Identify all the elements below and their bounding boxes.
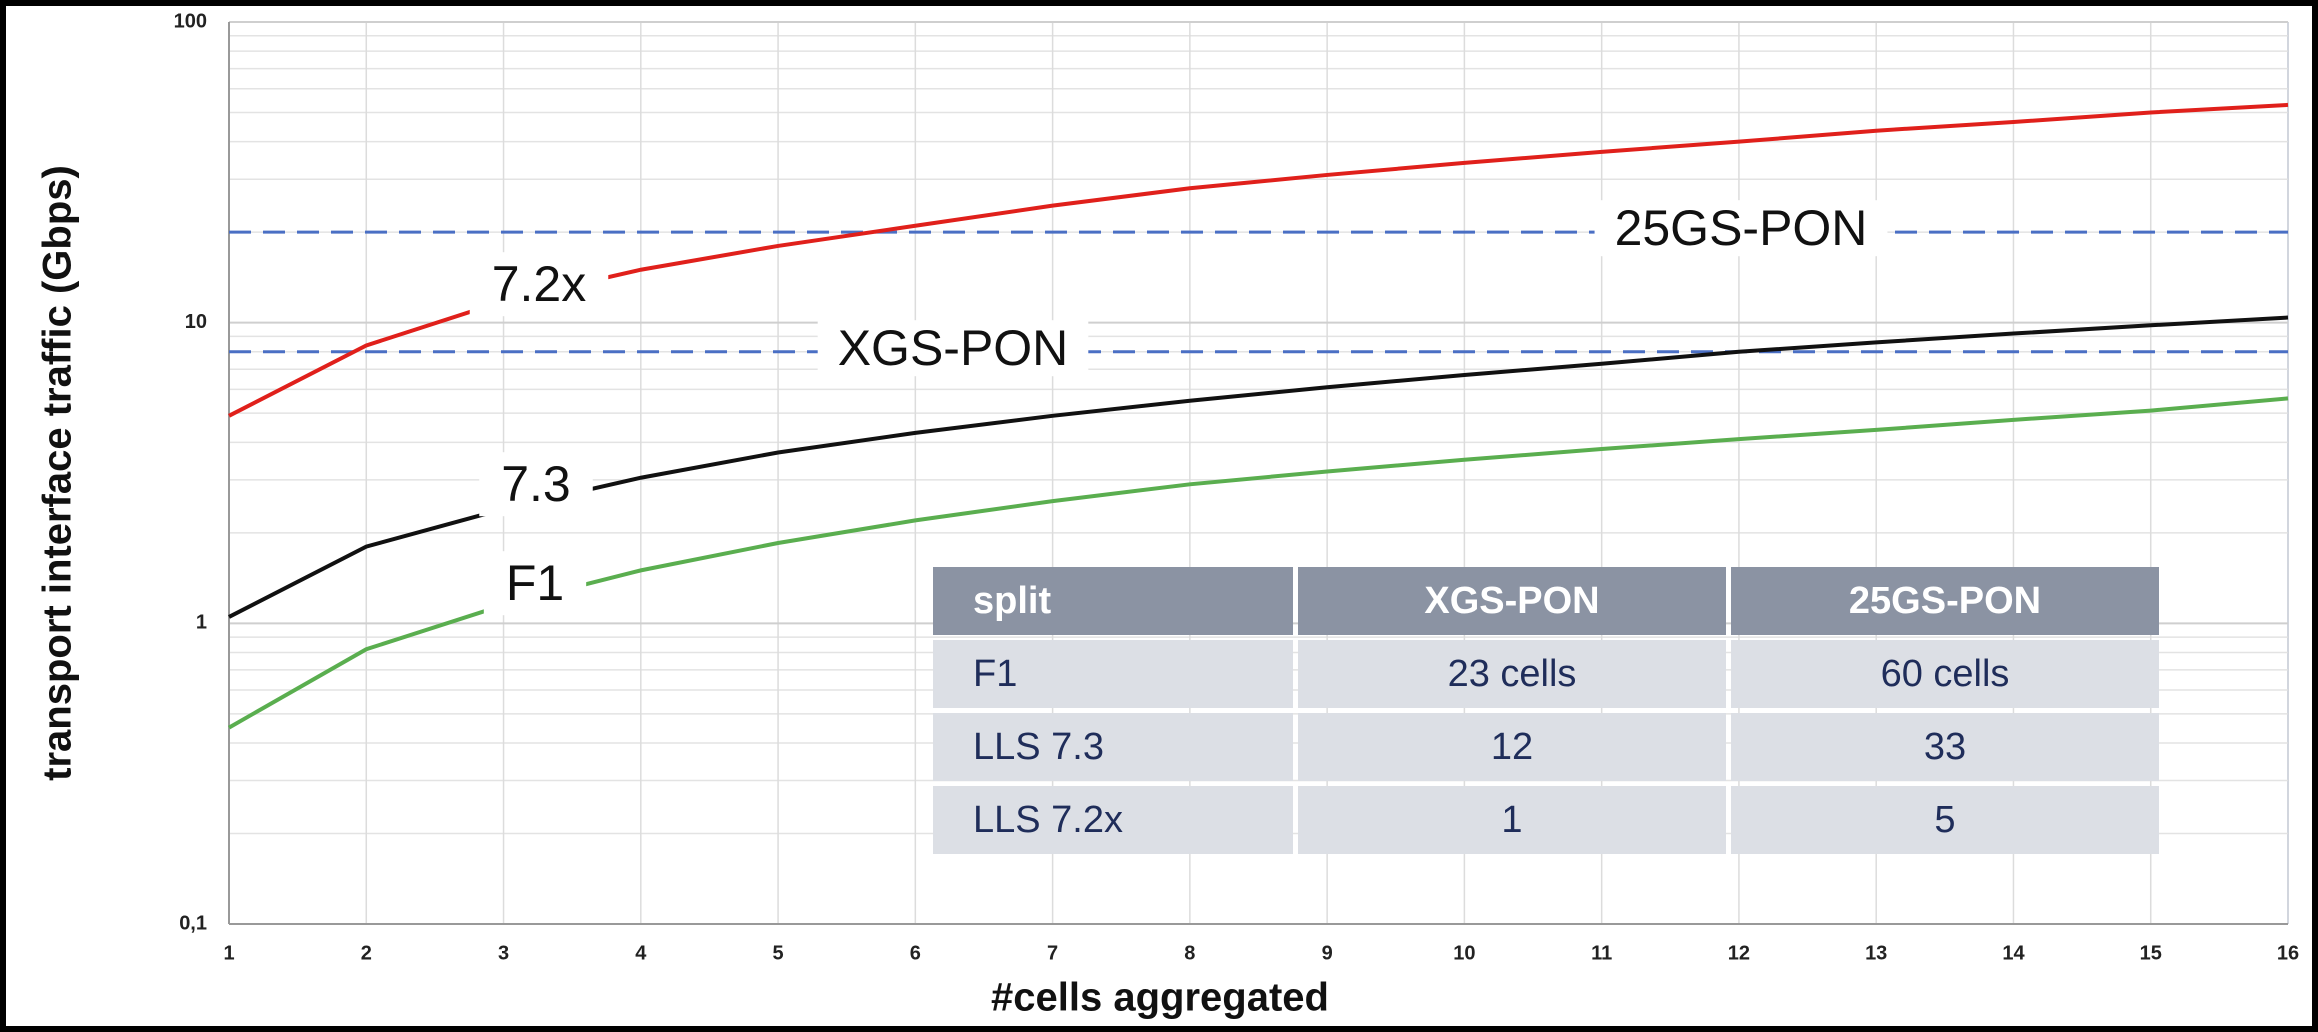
table-cell: 5 [1731,786,2159,854]
x-tick-label: 6 [910,942,921,964]
y-tick-label: 1 [196,612,207,634]
y-tick-label: 0,1 [179,912,207,934]
table-cell: LLS 7.2x [933,786,1293,854]
table-cell: 25GS-PON [1731,567,2159,635]
x-tick-label: 10 [1453,942,1475,964]
series-label: F1 [506,555,564,611]
table-row: F1 23 cells 60 cells [933,640,2159,708]
series-label: 7.2x [492,256,587,312]
x-axis-label: #cells aggregated [991,976,1329,1020]
label-background [469,252,609,317]
label-background [817,320,1089,377]
x-tick-label: 5 [773,942,784,964]
x-tick-label: 4 [635,942,647,964]
table-cell: 12 [1298,713,1726,781]
table-cell: 23 cells [1298,640,1726,708]
y-tick-label: 10 [185,311,207,333]
x-tick-label: 12 [1728,942,1750,964]
x-tick-label: 15 [2140,942,2162,964]
x-tick-label: 7 [1047,942,1058,964]
label-background [1594,200,1888,257]
table-header: split XGS-PON 25GS-PON [933,567,2159,635]
x-tick-label: 2 [361,942,372,964]
table-cell: F1 [933,640,1293,708]
table-cell: 1 [1298,786,1726,854]
label-background [483,551,587,616]
reference-label: 25GS-PON [1615,200,1868,256]
table-cell: 33 [1731,713,2159,781]
x-tick-label: 8 [1184,942,1195,964]
table-row: LLS 7.3 12 33 [933,713,2159,781]
x-tick-label: 11 [1591,942,1612,964]
x-tick-label: 16 [2277,942,2299,964]
x-tick-label: 3 [498,942,509,964]
x-tick-label: 1 [223,942,234,964]
table-cell: LLS 7.3 [933,713,1293,781]
split-table: split XGS-PON 25GS-PON F1 23 cells 60 cells LL… [928,562,2164,859]
table-row: LLS 7.2x 1 5 [933,786,2159,854]
y-axis-label: transport interface traffic (Gbps) [36,165,80,781]
y-tick-label: 100 [174,10,207,32]
reference-label: XGS-PON [838,320,1069,376]
label-background [479,452,593,517]
x-tick-label: 9 [1322,942,1333,964]
x-tick-label: 13 [1865,942,1887,964]
table-cell: 60 cells [1731,640,2159,708]
series-label: 7.3 [501,456,571,512]
table-cell: XGS-PON [1298,567,1726,635]
x-tick-label: 14 [2002,942,2025,964]
table-cell: split [933,567,1293,635]
